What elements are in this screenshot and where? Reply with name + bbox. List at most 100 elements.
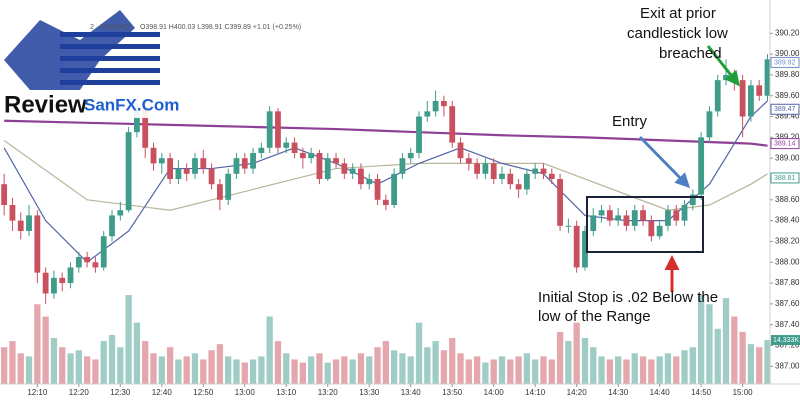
candle-body (275, 111, 281, 148)
candle-body (499, 173, 505, 179)
volume-bar (108, 334, 116, 384)
candle-body (615, 215, 622, 221)
x-tick-label: 14:50 (691, 388, 712, 397)
candle-body (299, 152, 306, 159)
price-label: 388.81 (774, 175, 796, 182)
y-tick-label: 389.60 (775, 91, 800, 100)
candle-body (457, 142, 464, 159)
candle-body (399, 158, 406, 174)
y-tick-label: 389.00 (775, 153, 800, 162)
logo: Review SanFX.Com (0, 0, 179, 118)
x-tick-label: 13:00 (235, 388, 256, 397)
x-tick-label: 13:40 (401, 388, 422, 397)
candle-body (134, 106, 140, 133)
price-label: 389.14 (774, 140, 796, 147)
candle-body (125, 132, 132, 211)
candle-body (706, 111, 713, 138)
candle-body (241, 158, 248, 169)
price-label-box (770, 172, 800, 184)
volume-bar (581, 338, 589, 384)
candle-body (158, 158, 165, 164)
volume-bar (764, 340, 771, 384)
annotation: Entry (612, 113, 648, 130)
x-tick-label: 14:10 (525, 388, 546, 397)
volume-bar (756, 347, 763, 384)
candle-body (175, 168, 182, 179)
candle-body (465, 158, 472, 164)
annotation: Initial Stop is .02 Below the (538, 289, 718, 306)
volume-bar (25, 356, 33, 384)
x-tick-label: 12:40 (152, 388, 173, 397)
candle-body (523, 173, 530, 190)
volume-bar (0, 347, 8, 384)
volume-bar (664, 353, 672, 384)
symbol: 2 · NASDAQ (90, 24, 130, 31)
candle-body (424, 111, 431, 117)
candle-body (606, 210, 613, 221)
volume-bar (606, 359, 614, 384)
candle-body (374, 178, 381, 200)
volume-bar (648, 359, 655, 384)
y-tick-label: 390.00 (775, 49, 800, 58)
candle-body (9, 205, 16, 221)
volume-bar (34, 304, 41, 384)
volume-bar (390, 350, 398, 384)
volume-bar (573, 322, 580, 384)
candle-body (656, 225, 663, 237)
candle-body (225, 173, 232, 200)
volume-bar (59, 347, 66, 384)
candle-body (84, 257, 91, 263)
price-label: 389.92 (774, 59, 796, 66)
volume-bar (357, 353, 365, 384)
candle-body (349, 168, 356, 174)
candle-body (17, 220, 24, 232)
candle-body (366, 178, 373, 185)
price-label-box (770, 138, 800, 150)
candle-body (75, 257, 82, 268)
volume-bar (482, 362, 489, 384)
logo-stripe (60, 56, 160, 61)
volume-bar (556, 331, 564, 384)
volume-bar (374, 347, 381, 384)
volume-bar (565, 341, 572, 384)
volume-bar (689, 347, 696, 384)
candle-body (291, 142, 298, 153)
volume-label-box (771, 335, 800, 346)
candle-body (167, 158, 174, 179)
candle-body (59, 277, 66, 284)
candle-body (714, 80, 721, 112)
volume-bar (67, 353, 74, 384)
volume-bar (407, 356, 414, 384)
logo-text: Review (4, 91, 87, 118)
volume-bar (706, 304, 713, 384)
volume-bar (183, 356, 190, 384)
axes-layer: 387.00 387.20 387.40 387.60 387.80 388.00 388.… (27, 28, 800, 397)
volume-bar (308, 356, 315, 384)
candle-body (109, 215, 115, 237)
logo-stripe (60, 68, 160, 73)
x-tick-label: 14:20 (567, 388, 588, 397)
candle-body (474, 163, 481, 174)
volume-bar (697, 295, 705, 384)
volume-bar (274, 341, 282, 384)
candle-body (333, 158, 339, 164)
candle-body (557, 178, 563, 226)
y-tick-label: 388.00 (775, 257, 800, 266)
volume-bar (631, 353, 638, 384)
y-tick-label: 388.40 (775, 216, 800, 225)
volume-bar (42, 316, 49, 384)
volume-bar (498, 356, 506, 384)
x-tick-label: 12:10 (27, 388, 48, 397)
logo-text: SanFX.Com (84, 95, 179, 114)
candle-body (324, 158, 331, 179)
annotation: Exit at prior (640, 5, 716, 22)
ohlc-header: O398.91 H400.03 L398.91 C399.89 +1.01 (+… (140, 24, 301, 31)
volume-bar (598, 356, 605, 384)
annotation: candlestick low (627, 25, 728, 42)
volume-bar (83, 356, 91, 384)
volume-bar (241, 362, 248, 384)
volume-bar (449, 338, 456, 384)
volume-bar (100, 341, 107, 384)
candle-body (590, 215, 597, 232)
